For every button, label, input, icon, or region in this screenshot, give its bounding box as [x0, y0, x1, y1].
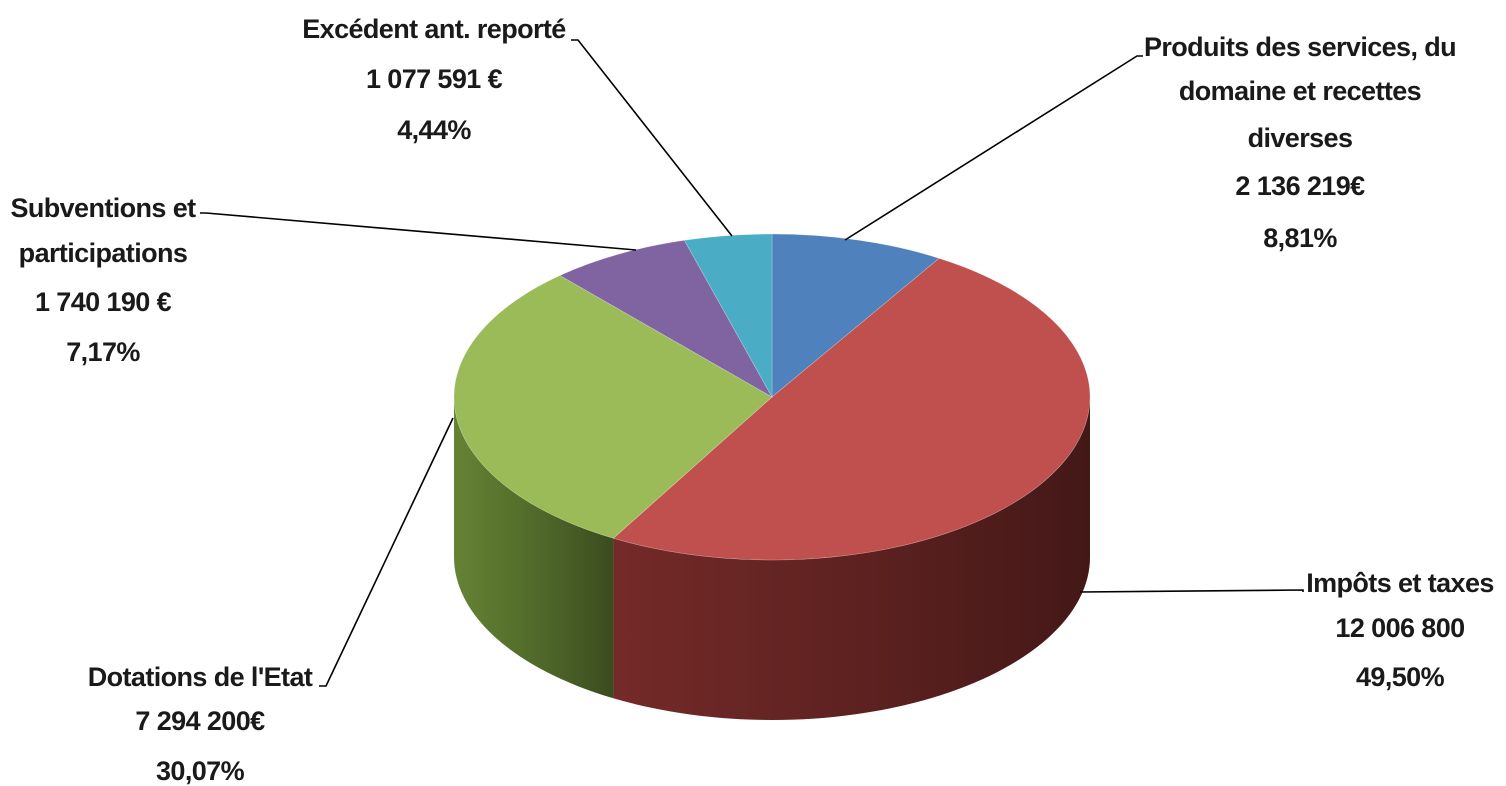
label-subventions-line1: Subventions et [10, 193, 196, 223]
label-impots-value: 12 006 800 [1335, 613, 1464, 643]
leader-line-impots [1079, 589, 1304, 593]
label-excedent-line1: Excédent ant. reporté [302, 14, 566, 44]
label-impots-percent: 49,50% [1356, 662, 1445, 692]
slice-dotations [453, 275, 773, 539]
label-subventions-value: 1 740 190 € [35, 287, 172, 317]
leader-line-produits [844, 55, 1143, 241]
label-produits-value: 2 136 219€ [1235, 171, 1365, 201]
label-subventions-percent: 7,17% [66, 337, 140, 367]
label-excedent-percent: 4,44% [397, 115, 471, 145]
pie-top-faces [453, 233, 1091, 561]
pie-side-walls [454, 397, 1090, 720]
label-impots-line1: Impôts et taxes [1306, 568, 1494, 598]
label-produits-line3: diverses [1248, 123, 1353, 153]
leader-lines [200, 39, 1304, 687]
label-produits-percent: 8,81% [1263, 223, 1337, 253]
label-produits-line2: domaine et recettes [1179, 76, 1421, 106]
leader-line-excedent [571, 39, 733, 237]
slice-subventions [559, 239, 773, 398]
label-excedent-value: 1 077 591 € [366, 64, 503, 94]
slice-impots [612, 257, 1091, 561]
side-shade-impots [613, 397, 1090, 720]
slice-excedent [683, 233, 773, 399]
label-produits-line1: Produits des services, du [1144, 32, 1456, 62]
label-dotations-line1: Dotations de l'Etat [88, 662, 313, 692]
slice-produits [771, 233, 940, 398]
label-dotations-value: 7 294 200€ [135, 706, 265, 736]
leader-line-dotations [319, 417, 454, 687]
label-subventions-line2: participations [19, 238, 188, 268]
side-shade-dotations [454, 397, 614, 699]
leader-line-subventions [200, 212, 637, 251]
label-dotations-percent: 30,07% [156, 756, 245, 786]
